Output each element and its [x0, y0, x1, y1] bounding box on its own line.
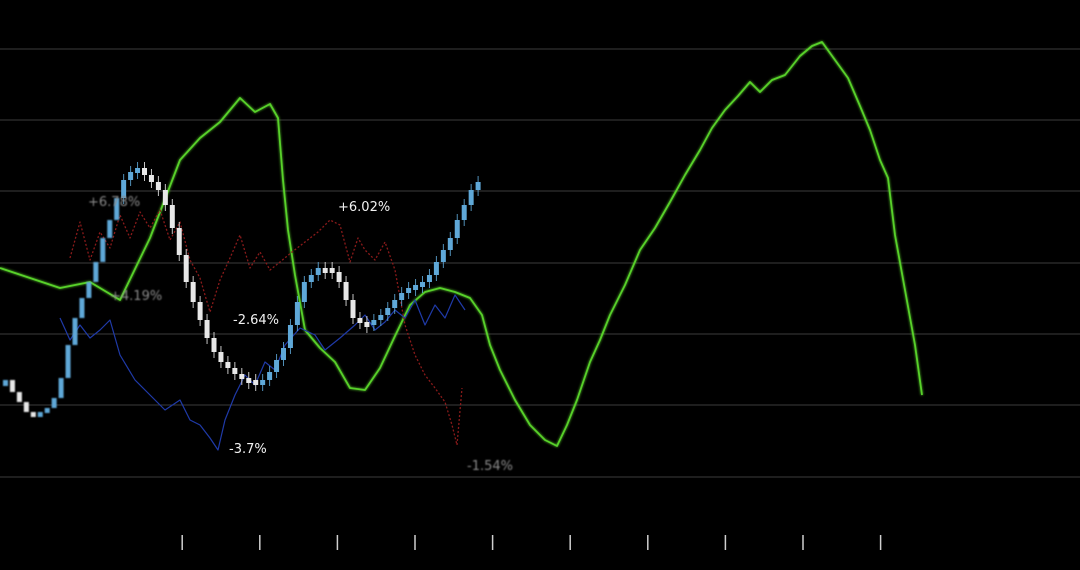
- candlesticks: [3, 162, 481, 423]
- candle: [225, 362, 231, 368]
- candle: [253, 380, 259, 385]
- candle: [440, 250, 446, 262]
- candle: [433, 262, 439, 275]
- candle: [3, 380, 8, 386]
- candle: [190, 282, 196, 302]
- green-line: [0, 41, 923, 447]
- candle: [392, 300, 398, 308]
- x-axis-ticks: [26, 535, 1037, 550]
- candle: [211, 338, 217, 352]
- annotation-label: -3.7%: [229, 442, 267, 457]
- candle: [294, 302, 300, 325]
- candle: [322, 268, 328, 273]
- blue-line: [59, 294, 466, 451]
- candle: [343, 282, 349, 300]
- candle: [308, 275, 314, 282]
- candle: [107, 220, 113, 238]
- red-dotted-line: [69, 209, 463, 446]
- candle: [142, 168, 147, 175]
- candle: [281, 348, 286, 360]
- candle: [454, 220, 460, 238]
- series-lines: [0, 41, 923, 451]
- candle: [468, 190, 474, 205]
- candle: [260, 380, 266, 385]
- candle: [86, 282, 92, 298]
- candle: [162, 190, 168, 205]
- candle: [44, 408, 50, 413]
- candle: [197, 302, 203, 320]
- candle: [121, 180, 127, 198]
- candle: [378, 315, 384, 320]
- candle: [350, 300, 356, 318]
- candle: [475, 182, 481, 190]
- candle: [371, 320, 377, 325]
- candle: [364, 322, 370, 327]
- candle: [336, 272, 342, 282]
- candle: [287, 325, 293, 348]
- candle: [274, 360, 280, 372]
- annotation-label: +6.02%: [338, 200, 390, 215]
- annotation-labels: +6.78% +4.19% +6.02% -2.64% -3.7% -1.54%: [88, 195, 513, 474]
- candle: [218, 352, 224, 362]
- candle: [267, 372, 273, 380]
- candle: [148, 175, 154, 182]
- candle: [232, 368, 238, 374]
- candle: [301, 282, 307, 302]
- candle: [51, 398, 57, 408]
- candle: [357, 318, 363, 323]
- candle: [329, 268, 335, 273]
- candle: [385, 308, 391, 315]
- candle: [16, 392, 22, 402]
- candle: [9, 380, 15, 392]
- candle: [413, 285, 419, 290]
- candle: [461, 205, 467, 220]
- candle: [183, 255, 189, 282]
- candle: [79, 298, 85, 318]
- candle: [128, 172, 134, 180]
- grid-lines: [0, 48, 1080, 478]
- candle: [100, 238, 106, 262]
- candle: [37, 412, 43, 417]
- candle: [23, 402, 29, 412]
- candle: [406, 288, 412, 293]
- candle: [426, 275, 432, 282]
- candle: [420, 282, 425, 287]
- candle: [447, 238, 453, 250]
- annotation-label: +6.78%: [88, 195, 140, 210]
- annotation-label: -2.64%: [233, 313, 279, 328]
- annotation-label: -1.54%: [467, 459, 513, 474]
- candle: [204, 320, 210, 338]
- candle: [399, 293, 405, 300]
- candle: [246, 378, 252, 383]
- candle: [176, 228, 182, 255]
- annotation-label: +4.19%: [110, 289, 162, 304]
- candle: [239, 374, 245, 379]
- candle: [72, 318, 78, 345]
- candle: [135, 168, 141, 173]
- candle: [65, 345, 71, 378]
- candle: [30, 412, 36, 417]
- candle: [93, 262, 99, 282]
- candle: [114, 198, 120, 220]
- candle: [58, 378, 64, 398]
- candle: [315, 268, 321, 275]
- candle: [155, 182, 161, 190]
- candle: [169, 205, 175, 228]
